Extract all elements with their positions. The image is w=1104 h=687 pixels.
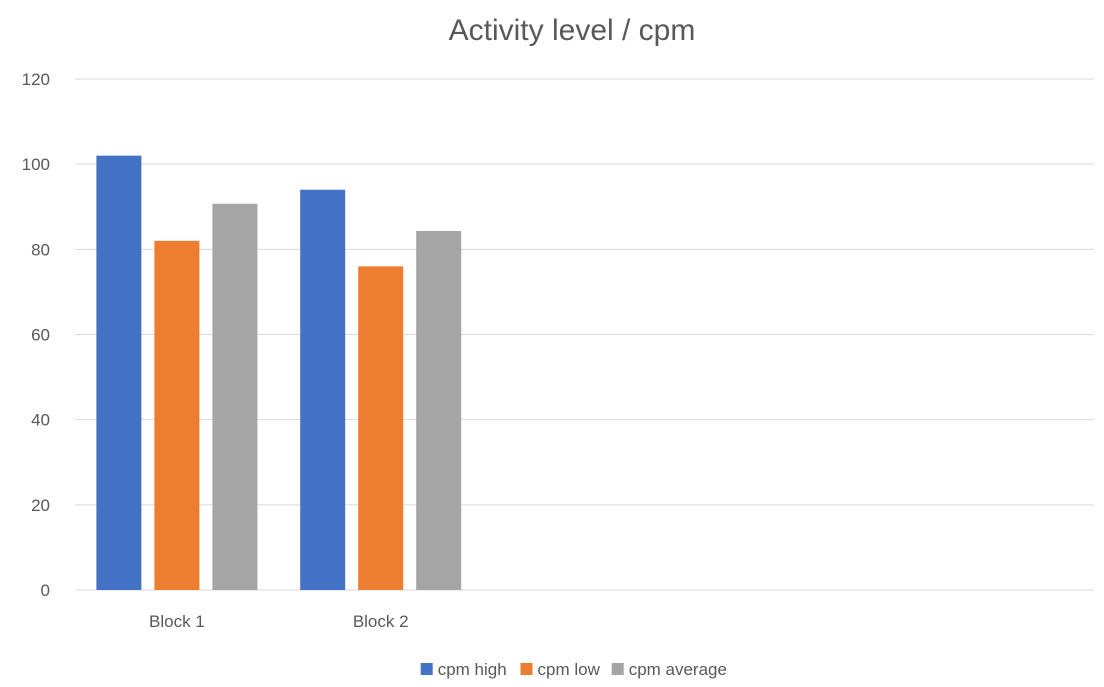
legend-swatch-cpm-high — [420, 663, 433, 675]
y-tick-label: 120 — [22, 70, 50, 89]
legend: cpm high cpm low cpm average — [420, 660, 727, 679]
bar-cpm-high-1 — [96, 155, 142, 590]
bar-cpm-average-2 — [416, 231, 462, 590]
legend-swatch-cpm-low — [520, 663, 533, 675]
y-tick-label: 80 — [31, 240, 50, 259]
chart-title: Activity level / cpm — [449, 14, 696, 47]
x-tick-label: Block 1 — [149, 612, 205, 631]
x-tick-label: Block 2 — [353, 612, 409, 631]
bar-cpm-average-1 — [212, 203, 258, 590]
bar-cpm-low-2 — [358, 266, 404, 590]
x-axis-ticks: Block 1 Block 2 — [149, 612, 409, 631]
bars — [96, 155, 462, 591]
y-tick-label: 60 — [31, 326, 50, 345]
legend-label-cpm-average: cpm average — [629, 660, 727, 679]
legend-swatch-cpm-average — [611, 663, 624, 675]
legend-label-cpm-high: cpm high — [438, 660, 507, 679]
y-tick-label: 100 — [22, 155, 50, 174]
bar-cpm-high-2 — [300, 189, 346, 590]
y-tick-label: 40 — [31, 411, 50, 430]
y-tick-label: 0 — [41, 581, 50, 600]
y-tick-label: 20 — [31, 496, 50, 515]
bar-cpm-low-1 — [154, 240, 200, 591]
legend-label-cpm-low: cpm low — [538, 660, 601, 679]
y-axis-ticks: 0 20 40 60 80 100 120 — [22, 70, 50, 600]
